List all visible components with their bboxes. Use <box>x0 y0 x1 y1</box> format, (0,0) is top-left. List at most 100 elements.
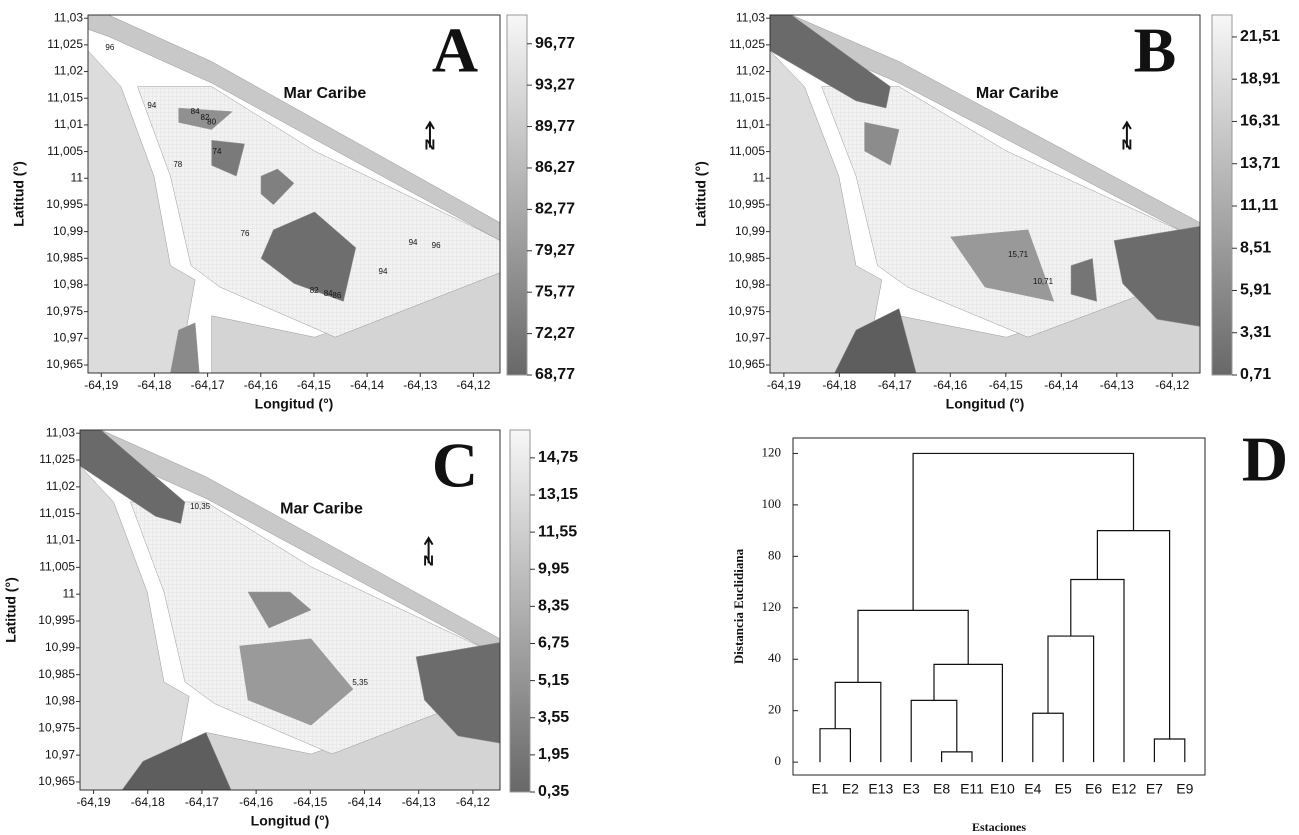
panel-letter: B <box>1134 15 1177 86</box>
x-tick-label: -64,16 <box>933 378 967 392</box>
y-tick-label: 11,015 <box>47 90 83 104</box>
contour-label: 96 <box>105 43 114 52</box>
colorbar-label: 75,77 <box>535 283 575 300</box>
contour-label: 10,71 <box>1033 277 1054 286</box>
map-region <box>950 229 1055 302</box>
y-tick-label: 120 <box>762 599 782 614</box>
x-axis-label: Estaciones <box>972 820 1026 834</box>
panel-letter: A <box>432 15 478 86</box>
y-tick-label: 11,005 <box>729 144 765 158</box>
contour-label: 94 <box>379 267 388 276</box>
x-tick-label: -64,18 <box>131 795 165 809</box>
y-axis-label: Latitud (°) <box>3 577 19 642</box>
map-region <box>1070 258 1098 302</box>
y-tick-label: 10,98 <box>45 694 75 708</box>
y-tick-label: 10,965 <box>728 357 765 371</box>
y-tick-label: 10,98 <box>735 277 765 291</box>
north-label: N <box>425 137 436 154</box>
x-axis-label: Longitud (°) <box>946 396 1025 412</box>
map-panel: -64,19 -64,18 -64,17 -64,16 -64,15 -64,14 -64,… <box>693 10 1280 411</box>
y-tick-label: 11,03 <box>46 425 75 439</box>
dendrogram-link <box>910 699 958 763</box>
dendrogram-link <box>1096 530 1171 739</box>
x-tick-label: -64,15 <box>293 795 327 809</box>
contour-label: 94 <box>147 101 156 110</box>
panel-letter: C <box>432 430 478 501</box>
colorbar-label: 1,95 <box>538 746 569 763</box>
north-label: N <box>1121 137 1132 154</box>
leaf-label: E11 <box>960 781 984 797</box>
y-tick-label: 10,995 <box>46 197 83 211</box>
map-panel: -64,19 -64,18 -64,17 -64,16 -64,15 -64,14 -64,… <box>3 425 578 828</box>
contour-label: 74 <box>213 147 222 156</box>
contour-label: 84 <box>191 107 200 116</box>
map-region <box>239 638 354 726</box>
y-tick-label: 10,98 <box>53 277 83 291</box>
contour-label: 15,71 <box>1008 250 1029 259</box>
leaf-label: E10 <box>990 781 1015 797</box>
contour-label: 82 <box>201 113 210 122</box>
y-tick-label: 10,975 <box>728 304 765 318</box>
y-tick-label: 10,975 <box>38 720 75 734</box>
dendrogram-link <box>1032 712 1064 763</box>
map-region <box>247 591 312 629</box>
dendrogram-link <box>912 452 1135 611</box>
dendrogram-link <box>857 609 969 683</box>
y-tick-label: 11,025 <box>47 37 83 51</box>
colorbar-label: 86,27 <box>535 159 575 176</box>
y-tick-label: 11,005 <box>47 144 83 158</box>
leaf-label: E8 <box>933 781 950 797</box>
y-tick-label: 10,99 <box>53 224 83 238</box>
x-tick-label: -64,14 <box>350 378 384 392</box>
y-tick-label: 11,015 <box>729 90 765 104</box>
colorbar-label: 3,55 <box>538 709 569 726</box>
colorbar-label: 96,77 <box>535 35 575 52</box>
map-frame <box>769 14 1201 374</box>
map-region <box>415 642 501 744</box>
y-tick-label: 80 <box>768 547 781 562</box>
colorbar-label: 89,77 <box>535 118 575 135</box>
colorbar-label: 8,51 <box>1240 239 1271 256</box>
sea-label: Mar Caribe <box>280 500 363 517</box>
contour-label: 96 <box>432 241 441 250</box>
leaf-label: E1 <box>811 781 828 797</box>
y-tick-label: 10,965 <box>46 357 83 371</box>
map-region <box>260 168 295 206</box>
colorbar-label: 13,71 <box>1240 155 1280 172</box>
dendrogram-link <box>834 681 882 763</box>
dendrogram: 0 20 40 120 80 100 120 E1 E2 E13 E3 E8 E11 E10 E4 E5 E6 E… <box>731 424 1288 834</box>
x-tick-label: -64,14 <box>1044 378 1078 392</box>
colorbar-label: 8,35 <box>538 598 569 615</box>
x-tick-label: -64,16 <box>239 795 273 809</box>
y-tick-label: 11,01 <box>54 117 83 131</box>
leaf-label: E7 <box>1146 781 1163 797</box>
map-frame <box>79 429 501 791</box>
y-tick-label: 10,97 <box>45 747 75 761</box>
contour-label: 94 <box>409 238 418 247</box>
x-tick-label: -64,17 <box>185 795 219 809</box>
dendrogram-link <box>941 751 973 763</box>
y-tick-label: 11,015 <box>39 506 75 520</box>
y-tick-label: 10,97 <box>53 330 83 344</box>
dendrogram-link <box>933 663 1003 763</box>
y-tick-label: 100 <box>762 496 782 511</box>
colorbar-label: 68,77 <box>535 366 575 383</box>
colorbar-label: 5,91 <box>1240 282 1271 299</box>
colorbar-label: 3,31 <box>1240 324 1271 341</box>
y-tick-label: 10,995 <box>38 613 75 627</box>
colorbar <box>509 429 531 793</box>
y-tick-label: 10,985 <box>728 250 765 264</box>
north-label: N <box>423 552 434 569</box>
colorbar <box>506 14 528 376</box>
y-tick-label: 11,02 <box>54 64 83 78</box>
leaf-label: E12 <box>1112 781 1137 797</box>
leaf-label: E4 <box>1024 781 1041 797</box>
colorbar-label: 18,91 <box>1240 70 1280 87</box>
x-tick-label: -64,12 <box>1155 378 1189 392</box>
y-tick-label: 10,97 <box>735 330 765 344</box>
y-tick-label: 11 <box>71 170 84 184</box>
x-tick-label: -64,15 <box>297 378 331 392</box>
leaf-label: E13 <box>868 781 893 797</box>
colorbar-label: 82,77 <box>535 201 575 218</box>
y-tick-label: 11,005 <box>39 560 75 574</box>
